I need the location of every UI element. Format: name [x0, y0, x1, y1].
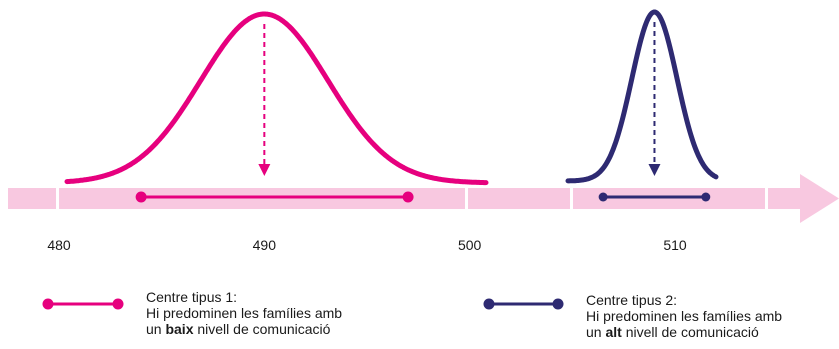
legend-marker-end-1	[112, 298, 124, 310]
tick-labels: 480 490 500 510	[47, 237, 687, 253]
axis-gap-3	[570, 188, 573, 209]
series-1	[64, 11, 489, 203]
tick-label-500: 500	[458, 237, 482, 253]
tick-label-510: 510	[663, 237, 687, 253]
legend-markers	[42, 298, 564, 310]
legend-1-level: baix	[165, 321, 194, 337]
interval-end-marker-1	[402, 191, 414, 203]
legend-marker-1	[42, 298, 124, 310]
distribution-curve-1	[64, 11, 489, 186]
legend-item-2: Centre tipus 2: Hi predominen les famíli…	[586, 292, 782, 340]
legend-2-line3: un alt nivell de comunicació	[586, 324, 782, 340]
series-2	[565, 9, 719, 202]
mean-arrowhead-1	[258, 164, 271, 176]
legend-2-line2: Hi predominen les famílies amb	[586, 308, 783, 324]
legend-1-line3-pre: un	[146, 321, 166, 337]
distribution-curve-2	[565, 9, 719, 184]
legend-1-line2: Hi predominen les famílies amb	[146, 305, 343, 321]
axis-gap-4	[765, 188, 768, 209]
legend-marker-end-2	[552, 298, 564, 310]
interval-start-marker-1	[135, 191, 147, 203]
legend-item-1: Centre tipus 1: Hi predominen les famíli…	[146, 289, 342, 337]
legend-2-title: Centre tipus 2:	[586, 292, 678, 308]
axis-gap-2	[465, 188, 468, 209]
series-layer	[64, 9, 719, 203]
tick-label-480: 480	[47, 237, 71, 253]
legend-2-line3-pre: un	[586, 324, 606, 340]
legend-2-level: alt	[605, 324, 622, 340]
mean-arrowhead-2	[648, 164, 661, 176]
legend-marker-start-1	[42, 298, 54, 310]
axis-band	[8, 174, 839, 223]
axis-arrowhead	[800, 174, 839, 223]
legend-1-line3: un baix nivell de comunicació	[146, 321, 342, 337]
legend-2-line3-post: nivell de comunicació	[621, 324, 759, 340]
axis-gap-1	[56, 188, 59, 209]
legend-marker-2	[483, 298, 564, 310]
interval-end-marker-2	[701, 192, 711, 202]
legend-1-title: Centre tipus 1:	[146, 289, 238, 305]
legend-marker-start-2	[483, 298, 495, 310]
legend-1-line3-post: nivell de comunicació	[193, 321, 331, 337]
interval-start-marker-2	[598, 192, 608, 202]
tick-label-490: 490	[253, 237, 277, 253]
